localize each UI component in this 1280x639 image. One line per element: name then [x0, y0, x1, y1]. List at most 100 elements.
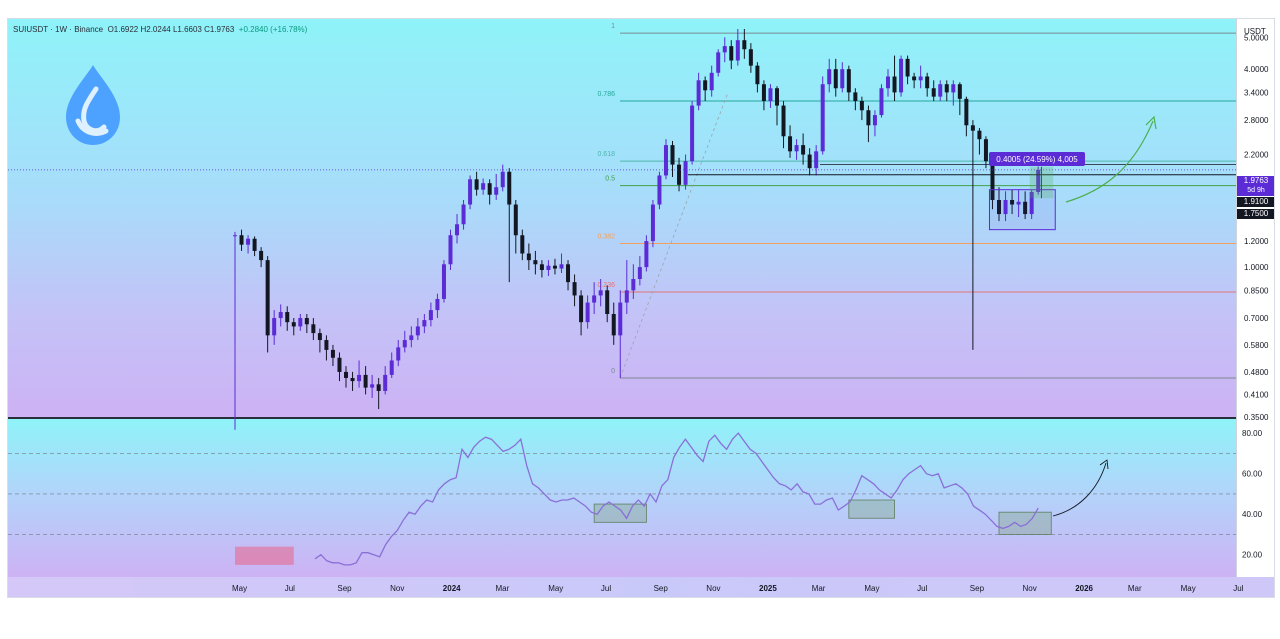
price-tick-label: 0.3500 — [1244, 413, 1269, 422]
candle-body — [304, 318, 309, 325]
candle-body — [637, 267, 642, 280]
candle-body — [422, 320, 427, 327]
candle-body — [768, 88, 773, 102]
rsi-projection-arrow-head — [1099, 459, 1109, 470]
rsi-zone-box — [235, 546, 294, 565]
candle-body — [892, 76, 897, 93]
candle-body — [931, 88, 936, 97]
fib-level-label: 0.5 — [605, 176, 615, 183]
price-tick-label: 4.0000 — [1244, 65, 1269, 74]
price-tick-label: 0.4100 — [1244, 390, 1269, 399]
current-price-tag: 1.9763 — [1237, 176, 1274, 186]
time-axis-label: Jul — [1233, 584, 1243, 593]
candle-body — [964, 98, 969, 126]
candle-body — [239, 235, 244, 245]
rsi-series — [314, 432, 1039, 566]
candle-body — [579, 295, 584, 323]
rsi-line — [314, 432, 1039, 566]
symbol-legend[interactable]: SUIUSDT · 1W · Binance O1.6922 H2.0244 L… — [13, 25, 307, 34]
price-tick-label: 5.0000 — [1244, 33, 1269, 42]
candle-body — [774, 88, 779, 106]
time-axis-label: Nov — [390, 584, 404, 593]
candle-body — [611, 314, 616, 336]
candle-body — [761, 84, 766, 102]
candle-body — [650, 204, 655, 242]
candle-body — [396, 347, 401, 361]
price-tick-label: 0.5800 — [1244, 341, 1269, 350]
candle-body — [461, 204, 466, 225]
fib-retracement[interactable]: 1 0.786 0.618 0.5 0.382 0.236 0 — [597, 23, 1236, 379]
time-axis-label: Sep — [970, 584, 985, 593]
projection-arrow-head — [1145, 115, 1157, 130]
ohlc-values: O1.6922 H2.0244 L1.6603 C1.9763 — [107, 25, 235, 34]
candle-body — [507, 171, 512, 205]
candle-body — [291, 322, 296, 327]
candle-body — [905, 58, 910, 77]
candle-body — [546, 265, 551, 270]
price-level-tag-2: 1.7500 — [1237, 209, 1274, 219]
candle-body — [1029, 192, 1034, 215]
candle-body — [389, 360, 394, 375]
candle-body — [344, 371, 349, 378]
sui-droplet-icon — [66, 65, 120, 145]
candle-body — [1003, 200, 1008, 215]
time-axis-background — [8, 577, 1274, 597]
candle-body — [840, 69, 845, 89]
time-axis-label: 2025 — [759, 584, 777, 593]
candle-body — [265, 260, 270, 336]
candle-body — [879, 88, 884, 116]
candle-body — [272, 318, 277, 336]
candle-body — [402, 340, 407, 348]
rsi-pane-background — [8, 419, 1236, 577]
candle-body — [977, 130, 982, 140]
time-axis-label: May — [232, 584, 247, 593]
candle-body — [337, 357, 342, 372]
candle-body — [912, 76, 917, 81]
candle-body — [899, 58, 904, 93]
candle-body — [592, 295, 597, 303]
candle-body — [481, 183, 486, 190]
candle-body — [298, 318, 303, 327]
time-axis-label: Sep — [654, 584, 669, 593]
currency-label[interactable]: USDT — [1244, 27, 1266, 36]
fib-level-label: 0.236 — [597, 282, 615, 289]
candle-body — [716, 52, 721, 73]
candle-body — [598, 290, 603, 296]
candle-body — [970, 125, 975, 131]
candle-body — [781, 105, 786, 137]
projection-arrow — [1065, 120, 1154, 203]
candle-body — [938, 84, 943, 97]
candle-body — [846, 69, 851, 93]
rsi-zone-box — [998, 511, 1052, 535]
consolidation-box — [988, 189, 1056, 231]
candle-body — [951, 84, 956, 93]
rsi-zones — [235, 499, 1052, 565]
candle-body — [709, 72, 714, 91]
time-axis-label: Jul — [601, 584, 611, 593]
candle-body — [814, 151, 819, 169]
candle-body — [703, 80, 708, 91]
time-axis-label: Mar — [1128, 584, 1142, 593]
candle-body — [278, 312, 283, 319]
price-tick-label: 0.4800 — [1244, 368, 1269, 377]
time-axis-label: 2024 — [443, 584, 461, 593]
candle-body — [252, 238, 257, 251]
candle-body — [455, 224, 460, 236]
candle-body — [990, 161, 995, 201]
candle-body — [330, 349, 335, 358]
candle-body — [350, 377, 355, 382]
price-tick-label: 1.0000 — [1244, 263, 1269, 272]
pane-divider[interactable] — [8, 417, 1236, 419]
drawing-overlays[interactable]: 0.4005 (24.59%) 4,005 — [8, 115, 1236, 517]
fib-level-label: 0 — [611, 368, 615, 375]
candle-body — [409, 335, 414, 341]
chart-canvas[interactable]: 1 0.786 0.618 0.5 0.382 0.236 0 0.4005 (24.59%… — [8, 19, 1275, 598]
candle-body — [677, 164, 682, 185]
candle-body — [735, 40, 740, 61]
candle-body — [285, 312, 290, 323]
candle-body — [415, 326, 420, 336]
candle-body — [618, 302, 623, 336]
candle-body — [487, 183, 492, 195]
candle-body — [624, 290, 629, 303]
axis-labels: 5.0000 4.0000 3.4000 2.8000 2.2000 1.2000 1.00… — [232, 33, 1269, 593]
